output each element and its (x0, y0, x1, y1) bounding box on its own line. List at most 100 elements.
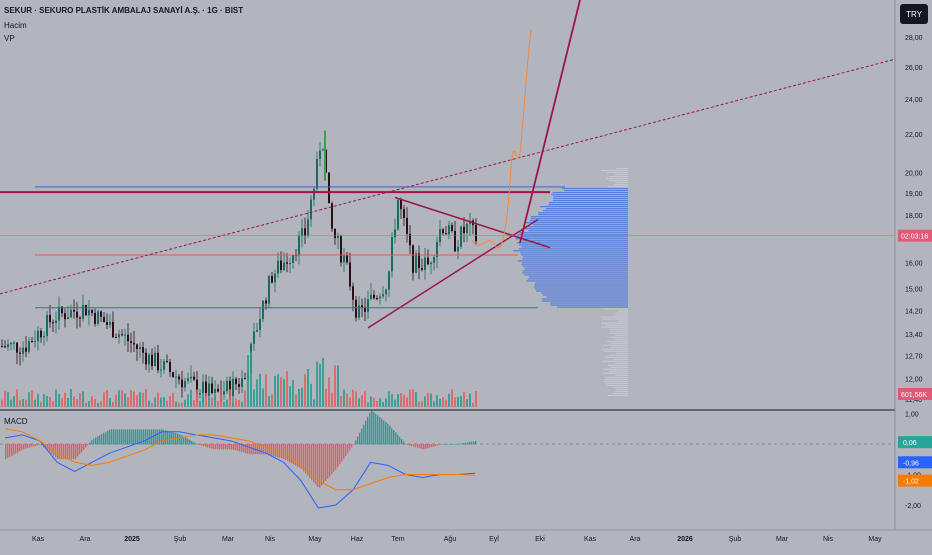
volume-bar (85, 402, 87, 407)
macd-hist-bar (109, 429, 111, 445)
candle-body (82, 305, 84, 319)
vp-row (615, 312, 628, 314)
macd-hist-bar (23, 444, 25, 450)
volume-bar (361, 395, 363, 407)
volume-bar (235, 398, 237, 407)
candle-body (373, 294, 375, 299)
macd-hist-bar (241, 444, 243, 453)
breakout-target-line (519, 0, 581, 244)
macd-hist-bar (123, 429, 125, 445)
macd-value-badge (898, 436, 932, 449)
macd-hist-bar (261, 444, 263, 455)
macd-hist-bar (99, 435, 101, 445)
macd-hist-bar (7, 444, 9, 459)
macd-hist-bar (385, 421, 387, 445)
macd-hist-bar (57, 444, 59, 459)
volume-bar (199, 400, 201, 407)
macd-hist-bar (407, 444, 409, 445)
vp-row (517, 260, 628, 262)
candle-body (394, 229, 396, 238)
vp-row (606, 384, 628, 387)
volume-bar (46, 396, 48, 407)
vp-row (564, 189, 628, 192)
candle-body (427, 257, 429, 265)
currency-button[interactable]: TRY (900, 4, 928, 24)
vp-row (615, 390, 628, 393)
candle-body (178, 376, 180, 380)
macd-hist-bar (77, 444, 79, 457)
vp-row (606, 177, 628, 180)
macd-hist-bar (247, 444, 249, 454)
macd-hist-bar (451, 444, 453, 445)
vp-row (603, 344, 628, 346)
time-tick-label: Ara (630, 536, 641, 543)
volume-bar (37, 393, 39, 407)
macd-hist-bar (101, 434, 103, 445)
candle-body (253, 331, 255, 344)
macd-hist-bar (393, 430, 395, 445)
vp-row (521, 246, 628, 248)
candle-body (85, 305, 87, 316)
volume-bar (64, 392, 66, 407)
macd-hist-bar (161, 429, 163, 445)
price-tick-label: 20,00 (905, 171, 923, 178)
macd-hist-bar (19, 444, 21, 452)
candle-body (259, 319, 261, 330)
macd-hist-bar (235, 444, 237, 451)
candle-body (268, 275, 270, 304)
candle-body (214, 388, 216, 393)
macd-hist-bar (197, 444, 199, 445)
vp-row (601, 326, 628, 328)
vp-row (526, 280, 628, 282)
volume-bar (316, 361, 318, 407)
macd-hist-bar (159, 429, 161, 445)
macd-hist-bar (71, 444, 73, 460)
candle-body (4, 346, 6, 348)
macd-hist-bar (427, 444, 429, 449)
macd-hist-bar (341, 444, 343, 462)
vp-row (535, 288, 628, 290)
candle-body (406, 217, 408, 234)
volume-bar (70, 389, 72, 407)
volume-badge-text: 601,56K (901, 392, 927, 399)
macd-hist-bar (93, 438, 95, 445)
macd-hist-bar (39, 444, 41, 445)
volume-bar (337, 365, 339, 407)
candle-body (91, 309, 93, 313)
vp-row (614, 334, 628, 336)
candle-body (28, 341, 30, 352)
macd-hist-bar (165, 430, 167, 445)
candle-body (328, 172, 330, 204)
volume-bar (7, 392, 9, 407)
macd-hist-bar (287, 444, 289, 462)
price-candles (1, 141, 477, 407)
candle-body (46, 314, 48, 337)
volume-bar (136, 395, 138, 407)
candle-body (310, 199, 312, 220)
volume-bar (256, 379, 258, 407)
candle-body (298, 236, 300, 256)
macd-hist-bar (367, 416, 369, 445)
time-tick-label: May (868, 536, 882, 543)
candle-body (211, 383, 213, 393)
macd-hist-bar (383, 420, 385, 445)
macd-hist-bar (465, 442, 467, 445)
vp-row (600, 316, 628, 318)
vp-row (610, 366, 628, 368)
macd-hist-bar (285, 444, 287, 460)
macd-hist-bar (25, 444, 27, 449)
vp-row (609, 332, 628, 334)
macd-hist-bar (455, 444, 457, 445)
vp-row (521, 264, 628, 266)
macd-hist-bar (81, 444, 83, 452)
candle-body (352, 286, 354, 300)
vp-row (606, 171, 628, 174)
macd-hist-bar (87, 444, 89, 446)
macd-hist-bar (207, 444, 209, 448)
vp-row (548, 204, 628, 206)
candle-body (343, 254, 345, 263)
volume-bar (448, 393, 450, 407)
vp-row (608, 185, 628, 188)
macd-value-text: -0,96 (903, 460, 919, 467)
